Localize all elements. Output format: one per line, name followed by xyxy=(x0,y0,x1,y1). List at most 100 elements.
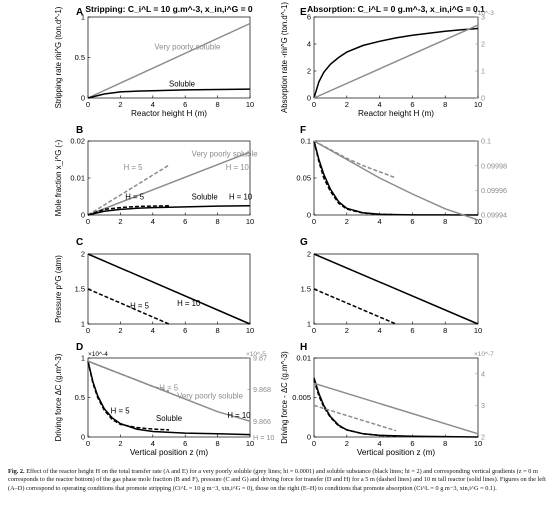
x-axis-label: Reactor height H (m) xyxy=(358,109,434,118)
x-tick-label: 8 xyxy=(443,217,447,226)
x-tick-label: 10 xyxy=(474,100,482,109)
x-tick-label: 4 xyxy=(378,217,382,226)
y2-exponent: ×10^-5 xyxy=(246,351,266,358)
series-line-0 xyxy=(87,253,251,325)
panel-e: E Absorption: C_i^L = 0 g.m^-3, x_in,i^G … xyxy=(280,2,494,118)
series-line-1 xyxy=(87,88,251,99)
annotation: Soluble xyxy=(169,80,195,89)
series-line-0 xyxy=(313,253,479,325)
y-axis-label: Driving force - ΔC (g.m^-3) xyxy=(280,351,289,444)
y-tick-label: 1 xyxy=(81,13,85,22)
annotation: Soluble xyxy=(192,192,218,201)
series-line-0 xyxy=(87,22,251,99)
x-tick-label: 2 xyxy=(345,326,349,335)
caption-label: Fig. 2. xyxy=(8,468,25,475)
x-tick-label: 4 xyxy=(151,439,155,448)
panel-f: F 0 2 4 6 8 10 0 0.05 0.1 0.09994 0.09996 0.09998 0.1 xyxy=(296,125,507,226)
y-tick-label: 0.05 xyxy=(296,174,311,183)
annotation: Very poorly soluble xyxy=(192,150,258,159)
series-line-0 xyxy=(313,377,479,438)
y-tick-label: 0.01 xyxy=(70,174,85,183)
panel-letter: H xyxy=(300,342,307,353)
y-axis-label: Mole fraction x_i^G (-) xyxy=(54,139,63,216)
x-tick-label: 2 xyxy=(118,100,122,109)
x-tick-label: 8 xyxy=(443,439,447,448)
annotation: H = 10 xyxy=(229,192,253,201)
x-tick-label: 8 xyxy=(216,439,220,448)
y-tick-label: 0 xyxy=(307,94,311,103)
axes-frame xyxy=(313,16,479,99)
x-tick-label: 4 xyxy=(151,326,155,335)
x-tick-label: 6 xyxy=(410,439,414,448)
y-tick-label: 0 xyxy=(81,211,85,220)
y-tick-label: 0 xyxy=(307,433,311,442)
x-tick-label: 0 xyxy=(86,326,90,335)
annotation: H = 5 xyxy=(125,192,145,201)
annotation: H = 5 xyxy=(159,383,179,392)
y-tick-label: 0.5 xyxy=(75,393,85,402)
y-tick-label: 1 xyxy=(81,354,85,363)
x-tick-label: 4 xyxy=(378,100,382,109)
x-tick-label: 4 xyxy=(151,100,155,109)
x-tick-label: 6 xyxy=(183,217,187,226)
series-line-2 xyxy=(87,205,251,216)
x-tick-label: 8 xyxy=(216,100,220,109)
series-line-1 xyxy=(313,24,479,99)
y-tick-label: 0 xyxy=(81,94,85,103)
x-tick-label: 2 xyxy=(345,100,349,109)
x-tick-label: 10 xyxy=(246,326,254,335)
y2-tick-label: 3 xyxy=(481,13,485,22)
caption-text: Effect of the reactor height H on the to… xyxy=(8,468,546,492)
panel-letter: B xyxy=(76,125,83,136)
y2-tick-label: 9.866 xyxy=(253,417,271,426)
y-tick-label: 6 xyxy=(307,13,311,22)
y-tick-label: 0.5 xyxy=(75,53,85,62)
series-line-1 xyxy=(313,288,397,325)
panel-title: Stripping: C_i^L = 10 g.m^-3, x_in,i^G =… xyxy=(85,4,253,14)
x-tick-label: 10 xyxy=(474,439,482,448)
x-axis-label: Vertical position z (m) xyxy=(357,448,436,457)
y2-tick-label: 0.09994 xyxy=(481,211,507,220)
y-exponent: ×10^-4 xyxy=(88,351,108,358)
figure-caption: Fig. 2. Effect of the reactor height H o… xyxy=(8,468,546,493)
series-line-1 xyxy=(87,164,170,216)
annotation: H = 10 xyxy=(227,411,251,420)
y2-exponent: ×10^-7 xyxy=(474,351,494,358)
panel-g: G 0 2 4 6 8 10 1 1.5 2 xyxy=(300,237,482,335)
y-tick-label: 2 xyxy=(81,250,85,259)
annotation: Very poorly soluble xyxy=(154,42,220,51)
x-tick-label: 6 xyxy=(183,100,187,109)
x-tick-label: 6 xyxy=(183,439,187,448)
y-axis-label: Absorption rate -ṁi^G (ton.d^-1) xyxy=(280,2,289,113)
y2-tick-label: 4 xyxy=(481,369,485,378)
series-line-2 xyxy=(313,382,479,435)
y-axis-label: Driving force ΔC (g.m^-3) xyxy=(54,353,63,441)
x-tick-label: 10 xyxy=(246,100,254,109)
y-tick-label: 0.02 xyxy=(70,137,85,146)
y2-tick-label: 9.87 xyxy=(253,354,267,363)
x-tick-label: 0 xyxy=(312,100,316,109)
x-tick-label: 8 xyxy=(443,100,447,109)
series-line-1 xyxy=(87,361,170,431)
annotation: H = 5 xyxy=(111,406,131,415)
y2-tick-label: 9.868 xyxy=(253,385,271,394)
panel-letter: E xyxy=(300,7,307,18)
y-tick-label: 2 xyxy=(307,67,311,76)
x-tick-label: 4 xyxy=(378,439,382,448)
y2-extra-label: H = 10 xyxy=(253,433,274,442)
y2-tick-label: 2 xyxy=(481,40,485,49)
x-axis-label: Vertical position z (m) xyxy=(130,448,209,457)
panel-letter: F xyxy=(300,125,306,136)
series-line-3 xyxy=(313,140,397,179)
y-tick-label: 1.5 xyxy=(301,285,311,294)
annotation: H = 10 xyxy=(177,299,201,308)
x-tick-label: 6 xyxy=(183,326,187,335)
y-tick-label: 2 xyxy=(307,250,311,259)
x-tick-label: 6 xyxy=(410,326,414,335)
x-tick-label: 2 xyxy=(118,439,122,448)
y-axis-label: Pressure p^G (atm) xyxy=(54,255,63,323)
x-tick-label: 10 xyxy=(246,439,254,448)
panel-a: A Stripping: C_i^L = 10 g.m^-3, x_in,i^G … xyxy=(54,4,254,118)
annotation: Soluble xyxy=(156,414,182,423)
y-tick-label: 0 xyxy=(307,211,311,220)
